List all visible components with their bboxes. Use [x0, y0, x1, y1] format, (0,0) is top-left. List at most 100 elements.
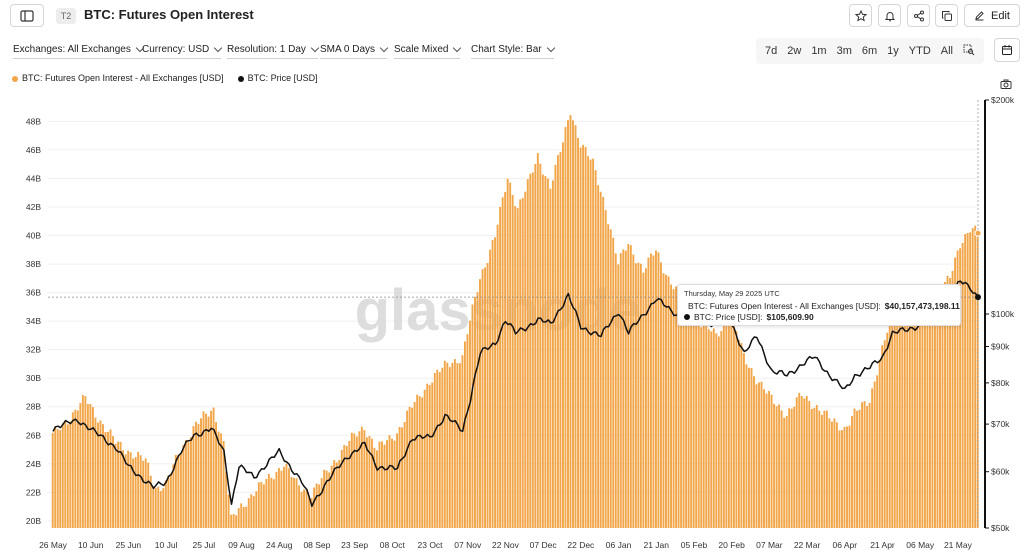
oi-bar: [672, 289, 675, 528]
oi-bar: [760, 381, 763, 528]
oi-bar: [737, 340, 740, 528]
left-axis: 20B 22B 24B 26B 28B 30B 32B 34B 36B 38B 40B 42B 44B 4…: [26, 116, 41, 525]
x-tick-label: 21 May: [944, 540, 973, 550]
oi-bar: [182, 445, 185, 528]
oi-bar: [323, 469, 326, 528]
edit-button[interactable]: Edit: [964, 4, 1020, 27]
oi-bar: [637, 262, 640, 528]
oi-bar: [179, 453, 182, 528]
oi-bar: [539, 163, 542, 528]
oi-bar: [549, 188, 552, 529]
oi-bar: [433, 372, 436, 528]
range-7d-button[interactable]: 7d: [765, 45, 778, 57]
oi-bar: [567, 120, 569, 528]
oi-bar: [818, 410, 821, 528]
oi-bar: [134, 457, 137, 528]
oi-bar: [192, 426, 195, 528]
copy-button[interactable]: [935, 4, 958, 27]
exchanges-dropdown[interactable]: Exchanges: All Exchanges: [13, 43, 145, 59]
range-2w-button[interactable]: 2w: [787, 45, 802, 57]
oi-bar: [504, 191, 507, 529]
x-tick-label: 10 Jul: [155, 540, 178, 550]
oi-bar: [544, 176, 547, 528]
scale-dropdown[interactable]: Scale Mixed: [394, 43, 462, 59]
copy-icon: [941, 10, 952, 21]
oi-bar: [66, 424, 69, 528]
oi-bar: [393, 440, 396, 528]
oi-bar: [59, 430, 62, 528]
hover-tooltip: Thursday, May 29 2025 UTC BTC: Futures O…: [677, 284, 961, 326]
price-line-group: [52, 280, 979, 508]
oi-bar: [458, 363, 461, 528]
range-ytd-button[interactable]: YTD: [908, 45, 931, 57]
oi-bar: [167, 475, 170, 528]
oi-bar: [891, 309, 894, 528]
sidebar-toggle-button[interactable]: [10, 4, 44, 27]
oi-bar: [911, 318, 914, 528]
oi-bar: [775, 406, 778, 528]
favorite-button[interactable]: [849, 4, 872, 27]
page-title: BTC: Futures Open Interest: [84, 7, 254, 22]
oi-bar: [157, 486, 160, 528]
oi-bar: [187, 441, 190, 528]
legend-swatch-open-interest: [12, 75, 18, 82]
oi-bar: [572, 120, 574, 528]
oi-bar: [443, 360, 446, 528]
oi-bar: [667, 276, 670, 528]
chart-style-dropdown[interactable]: Chart Style: Bar: [471, 43, 555, 59]
oi-bar: [416, 394, 419, 528]
left-tick-label: 38B: [26, 259, 41, 269]
left-tick-label: 42B: [26, 202, 41, 212]
oi-bar: [639, 263, 642, 528]
oi-bar: [335, 462, 338, 528]
oi-bar: [406, 410, 409, 528]
oi-bar: [56, 429, 59, 528]
oi-bar: [257, 482, 260, 528]
share-button[interactable]: [907, 4, 930, 27]
range-3m-button[interactable]: 3m: [836, 45, 852, 57]
oi-bar: [871, 388, 874, 528]
oi-bar: [242, 506, 245, 528]
x-tick-label: 20 Feb: [718, 540, 745, 550]
screenshot-button[interactable]: [1000, 76, 1012, 94]
oi-bar: [946, 275, 949, 528]
oi-bar: [506, 178, 509, 529]
sma-dropdown[interactable]: SMA 0 Days: [320, 43, 389, 59]
oi-bar: [247, 498, 250, 528]
range-all-button[interactable]: All: [940, 45, 954, 57]
oi-bar: [172, 464, 175, 528]
oi-bar: [753, 376, 755, 528]
left-tick-label: 20B: [26, 516, 41, 526]
oi-bar: [61, 423, 64, 528]
calendar-button[interactable]: [994, 38, 1020, 62]
oi-bar: [388, 435, 391, 528]
chart-toolbar: Exchanges: All Exchanges Currency: USD R…: [0, 38, 1024, 64]
oi-bar: [189, 437, 192, 528]
oi-bar: [780, 410, 783, 528]
resolution-dropdown[interactable]: Resolution: 1 Day: [227, 43, 320, 59]
oi-bar: [280, 470, 283, 528]
oi-bar: [114, 443, 117, 528]
oi-bar: [966, 232, 969, 528]
oi-bar: [876, 375, 879, 528]
range-1m-button[interactable]: 1m: [811, 45, 827, 57]
oi-bar: [215, 422, 218, 528]
oi-bar: [235, 515, 238, 528]
oi-bar: [773, 403, 776, 528]
oi-bar: [313, 487, 316, 528]
oi-bar: [202, 411, 205, 528]
currency-dropdown[interactable]: Currency: USD: [142, 43, 223, 59]
oi-bar: [338, 460, 341, 528]
zoom-select-button[interactable]: [958, 44, 980, 59]
oi-bar: [856, 410, 858, 528]
legend-item-open-interest[interactable]: BTC: Futures Open Interest - All Exchang…: [12, 73, 224, 83]
tooltip-row-oi: BTC: Futures Open Interest - All Exchang…: [684, 301, 960, 311]
range-1y-button[interactable]: 1y: [887, 45, 899, 57]
range-6m-button[interactable]: 6m: [861, 45, 878, 57]
alert-button[interactable]: [878, 4, 901, 27]
oi-bar: [453, 359, 456, 528]
oi-bar: [803, 398, 806, 528]
oi-bar: [554, 164, 557, 528]
legend-item-price[interactable]: BTC: Price [USD]: [237, 73, 318, 83]
